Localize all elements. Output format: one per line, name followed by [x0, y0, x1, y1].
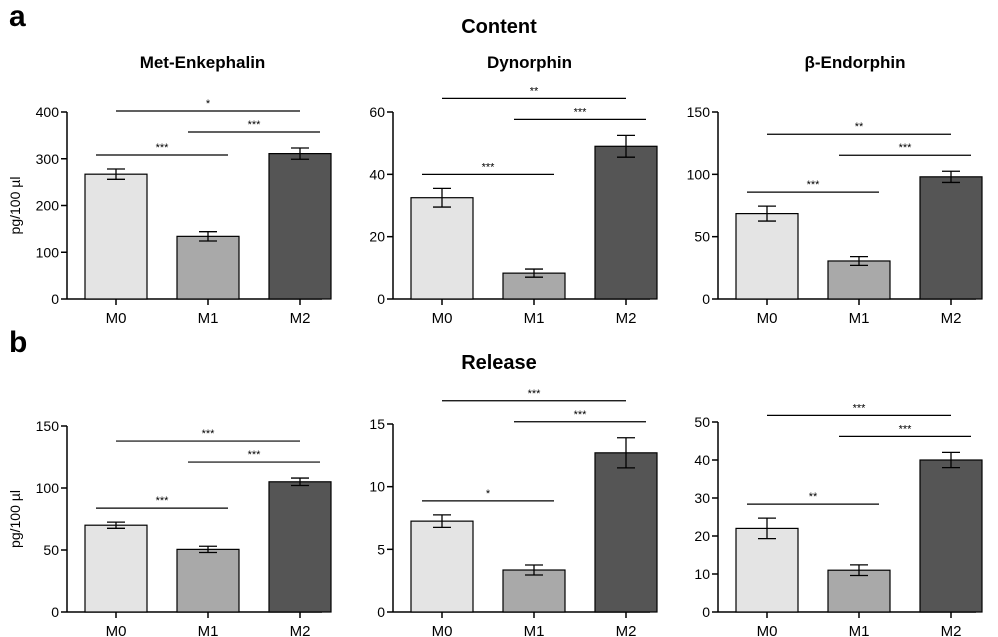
- x-tick-label: M2: [616, 623, 637, 637]
- significance-label: ***: [202, 428, 216, 440]
- x-tick-label: M0: [106, 623, 127, 637]
- y-tick-label: 20: [694, 528, 710, 544]
- significance-label: ***: [574, 409, 588, 421]
- y-tick-label: 0: [51, 604, 59, 620]
- significance-label: **: [809, 491, 818, 503]
- y-tick-label: 400: [36, 104, 60, 120]
- bar-m0: [735, 527, 799, 613]
- bar-m0: [410, 197, 474, 300]
- x-tick-label: M1: [198, 623, 219, 637]
- section-title-content: Content: [461, 16, 537, 38]
- x-tick-label: M0: [106, 310, 127, 327]
- significance-label: ***: [156, 142, 170, 154]
- bar-m2: [919, 176, 983, 300]
- y-tick-label: 40: [694, 452, 710, 468]
- significance-label: ***: [248, 449, 262, 461]
- y-tick-label: 5: [377, 541, 385, 557]
- bar-m1: [827, 569, 891, 613]
- bar-m0: [84, 173, 148, 300]
- y-tick-label: 50: [694, 229, 710, 245]
- x-tick-label: M1: [524, 310, 545, 327]
- y-tick-label: 150: [687, 104, 711, 120]
- significance-label: ***: [528, 388, 542, 400]
- bar-m1: [827, 260, 891, 300]
- bar-m1: [176, 548, 240, 613]
- significance-label: ***: [574, 106, 588, 118]
- significance-label: ***: [807, 179, 821, 191]
- chart-panel-1: Met-Enkephalin pg/100 µl 0 100 200 300 400 M0 M1…: [7, 53, 332, 327]
- significance-label: ***: [853, 402, 867, 414]
- panel-a-label: a: [9, 0, 26, 33]
- y-tick-label: 200: [36, 198, 60, 214]
- significance-label: **: [855, 121, 864, 133]
- y-tick-label: 15: [369, 416, 385, 432]
- chart-title: Dynorphin: [487, 53, 572, 72]
- section-title-release: Release: [461, 352, 537, 374]
- y-tick-label: 100: [36, 480, 60, 496]
- x-tick-label: M2: [941, 623, 962, 637]
- x-tick-label: M0: [432, 623, 453, 637]
- y-tick-label: 300: [36, 151, 60, 167]
- x-tick-label: M0: [432, 310, 453, 327]
- bar-m2: [594, 452, 658, 613]
- bar-m2: [268, 153, 332, 300]
- y-tick-label: 150: [36, 418, 60, 434]
- significance-label: ***: [899, 423, 913, 435]
- y-tick-label: 50: [43, 542, 59, 558]
- panel-b-label: b: [9, 326, 28, 359]
- significance-label: ***: [899, 142, 913, 154]
- x-tick-label: M1: [849, 310, 870, 327]
- y-tick-label: 0: [51, 291, 59, 307]
- significance-label: **: [530, 85, 539, 97]
- significance-label: *: [206, 98, 211, 110]
- x-tick-label: M1: [198, 310, 219, 327]
- y-tick-label: 10: [694, 566, 710, 582]
- x-tick-label: M2: [290, 310, 311, 327]
- significance-label: ***: [248, 119, 262, 131]
- bar-m0: [735, 213, 799, 300]
- y-tick-label: 30: [694, 490, 710, 506]
- significance-label: ***: [482, 161, 496, 173]
- x-tick-label: M0: [757, 310, 778, 327]
- x-tick-label: M0: [757, 623, 778, 637]
- significance-label: *: [486, 488, 491, 500]
- bar-m1: [176, 235, 240, 300]
- x-tick-label: M2: [616, 310, 637, 327]
- y-tick-label: 0: [702, 291, 710, 307]
- chart-title: β-Endorphin: [804, 53, 905, 72]
- significance-label: ***: [156, 495, 170, 507]
- bar-m0: [84, 524, 148, 613]
- x-tick-label: M2: [941, 310, 962, 327]
- x-tick-label: M1: [849, 623, 870, 637]
- y-tick-label: 100: [687, 166, 711, 182]
- y-tick-label: 0: [377, 291, 385, 307]
- chart-panel-4: pg/100 µl 0 50 100 150 M0 M1 M2 *** *** ***: [7, 418, 332, 637]
- y-axis-label: pg/100 µl: [7, 177, 23, 235]
- y-tick-label: 0: [702, 604, 710, 620]
- chart-title: Met-Enkephalin: [140, 53, 266, 72]
- y-tick-label: 100: [36, 244, 60, 260]
- y-tick-label: 0: [377, 604, 385, 620]
- y-tick-label: 20: [369, 229, 385, 245]
- bar-m2: [594, 145, 658, 300]
- y-tick-label: 60: [369, 104, 385, 120]
- y-tick-label: 10: [369, 479, 385, 495]
- bar-m2: [919, 459, 983, 613]
- bar-m0: [410, 520, 474, 613]
- y-tick-label: 50: [694, 414, 710, 430]
- x-tick-label: M1: [524, 623, 545, 637]
- bar-m1: [502, 569, 566, 613]
- y-tick-label: 40: [369, 166, 385, 182]
- y-axis-label: pg/100 µl: [7, 490, 23, 548]
- bar-m2: [268, 481, 332, 613]
- x-tick-label: M2: [290, 623, 311, 637]
